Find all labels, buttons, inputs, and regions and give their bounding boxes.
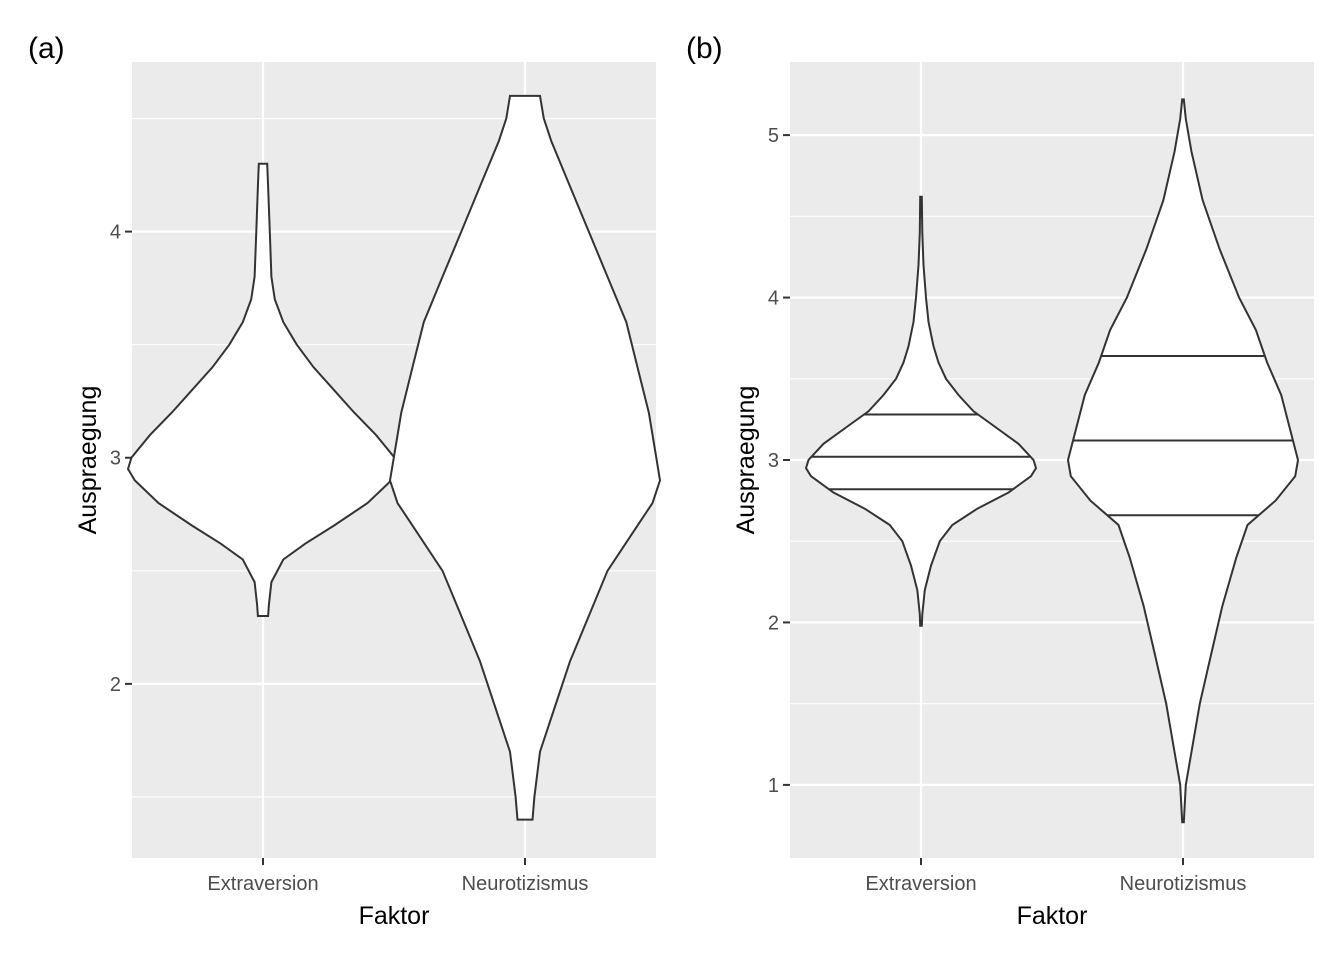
x-tick-label: Extraversion bbox=[207, 873, 318, 895]
y-tick-label: 2 bbox=[768, 612, 779, 634]
y-tick-label: 4 bbox=[768, 288, 779, 310]
x-tick-label: Neurotizismus bbox=[462, 873, 589, 895]
x-axis-title: Faktor bbox=[1017, 902, 1088, 930]
y-tick-label: 5 bbox=[768, 125, 779, 147]
y-axis-title: Auspraegung bbox=[732, 386, 760, 535]
panel-b: 1 2 3 4 5 Extraversion Neurotizismus Faktor Ausp… bbox=[686, 32, 1314, 930]
panel-a: 2 3 4 Extraversion Neurotizismus Faktor Auspra… bbox=[28, 32, 662, 930]
y-axis-title: Auspraegung bbox=[74, 386, 102, 535]
panel-label: (b) bbox=[686, 32, 723, 65]
violin-extraversion bbox=[804, 195, 1038, 627]
x-tick-label: Extraversion bbox=[865, 873, 976, 895]
y-tick-label: 1 bbox=[768, 775, 779, 797]
x-tick-label: Neurotizismus bbox=[1120, 873, 1247, 895]
y-tick-label: 2 bbox=[110, 674, 121, 696]
y-tick-label: 3 bbox=[768, 450, 779, 472]
violin-neurotizismus bbox=[1066, 98, 1300, 824]
y-tick-label: 3 bbox=[110, 448, 121, 470]
violin-neurotizismus bbox=[388, 94, 662, 821]
y-tick-label: 4 bbox=[110, 222, 121, 244]
panel-label: (a) bbox=[28, 32, 65, 65]
x-axis-title: Faktor bbox=[359, 902, 430, 930]
